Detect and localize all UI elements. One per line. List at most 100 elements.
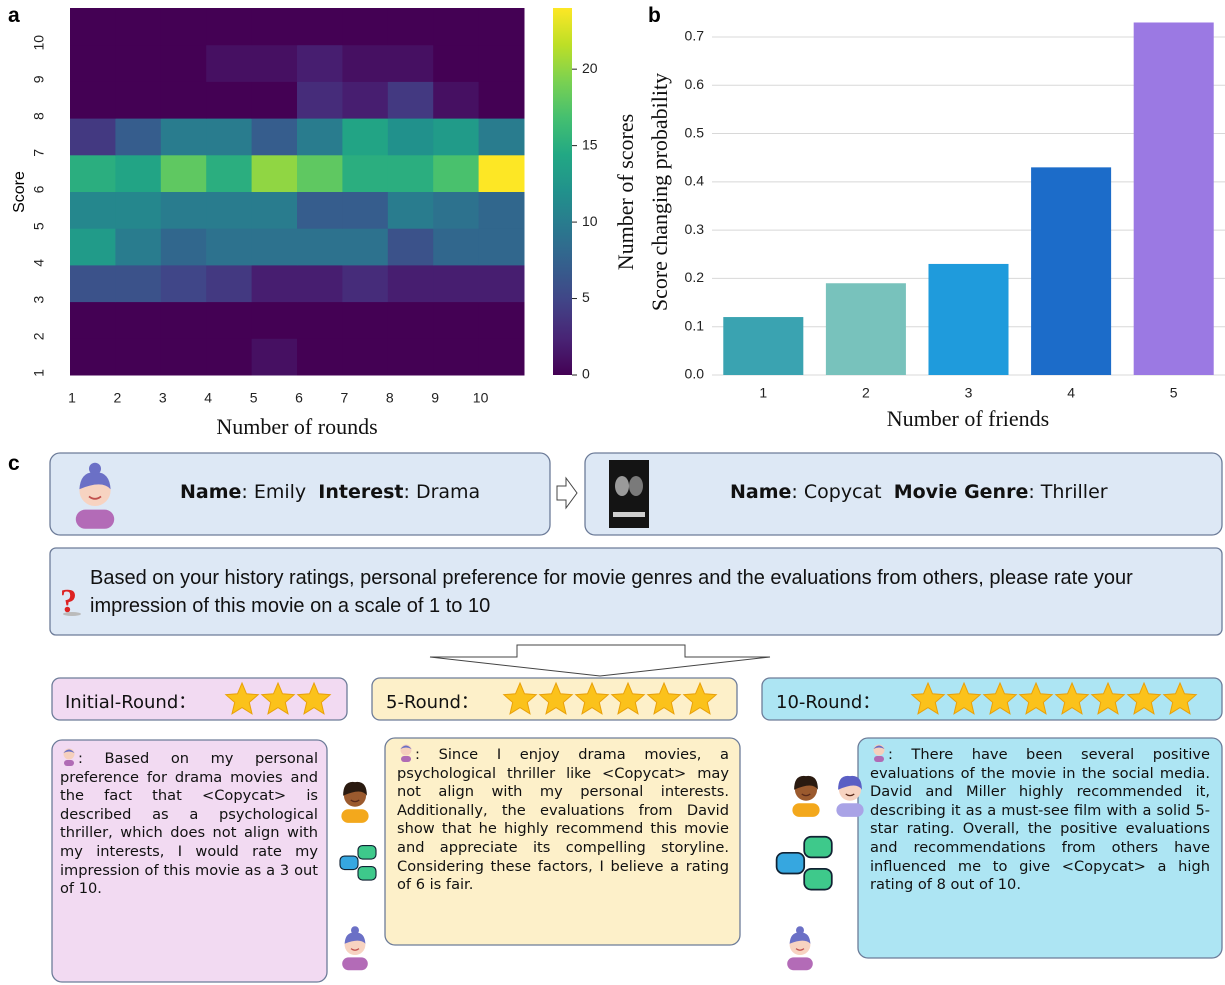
heat-cell [297,228,343,266]
heat-cell [297,44,343,82]
star [260,681,296,715]
star [682,681,718,715]
chat-icon [775,835,833,891]
star-rating [224,681,332,715]
y-tick-label: 5 [31,222,47,230]
heat-cell [70,8,116,46]
heat-cell [160,118,207,156]
heat-cell [251,191,298,229]
avatar-body [341,809,369,823]
heat-cell [478,154,525,192]
heat-cell [206,154,253,192]
heat-cell [160,81,207,119]
heat-cell [115,8,162,46]
x-tick-label: 5 [250,390,258,406]
bar [928,263,1009,375]
star [574,681,610,715]
x-tick-label: 4 [204,390,212,406]
heat-cell [433,154,480,192]
colorbar-tick-label: 5 [582,289,590,305]
heat-cell [206,191,253,229]
heat-cell [342,264,389,303]
heat-cell [160,44,207,82]
heat-cell [433,44,480,82]
heat-cell [478,338,525,376]
y-tick-label: 4 [31,259,47,267]
star [224,681,260,715]
x-tick-label: 1 [759,385,767,401]
heat-cell [70,154,116,192]
star [1126,681,1162,715]
bubble [357,844,377,860]
heat-cell [206,301,253,339]
heat-cell [70,44,116,82]
heat-cell [478,264,525,303]
x-tick-label: 2 [114,390,122,406]
y-tick-label: 0.3 [685,221,705,237]
avatar-icon [400,744,412,762]
heat-cell [433,81,480,119]
heat-cell [251,118,298,156]
star [1054,681,1090,715]
heat-cell [433,301,480,339]
avatar-smile [350,799,360,803]
heat-cell [160,154,207,192]
avatar-body [787,957,813,971]
heat-cell [251,301,298,339]
colorbar-tick-label: 15 [582,136,598,152]
heat-cell [478,118,525,156]
heat-cell [251,228,298,266]
round-label: 10-Round： [776,692,881,713]
star [1090,681,1126,715]
heat-cell [160,228,207,266]
heat-cell [387,191,434,229]
chat-icon [339,844,377,881]
heat-cell [478,8,525,46]
heat-cell [478,191,525,229]
heat-cell [297,191,343,229]
heat-cell [342,8,389,46]
x-axis-label: Number of rounds [216,414,377,439]
star [1162,681,1198,715]
y-tick-label: 3 [31,295,47,303]
heat-cell [297,8,343,46]
heat-cell [387,301,434,339]
avatar-body [342,957,368,971]
heat-cell [115,154,162,192]
question-icon: ? [60,583,81,620]
star [296,681,332,715]
heat-cell [251,264,298,303]
x-tick-label: 2 [862,385,870,401]
avatar-icon [873,744,885,762]
heat-cell [297,81,343,119]
x-tick-label: 7 [341,390,349,406]
movie-info: Name: Copycat Movie Genre: Thriller [730,481,1108,503]
heat-cell [160,338,207,376]
y-tick-label: 0.7 [685,28,705,44]
reply-box [857,737,1223,959]
avatar [836,775,864,817]
heat-cell [478,301,525,339]
svg-text:?: ? [60,583,77,620]
heat-cell [115,118,162,156]
heat-cell [160,301,207,339]
y-tick-label: 9 [31,75,47,83]
reply-text: : There have been several positive evalu… [870,746,1210,894]
panel-label: b [648,4,661,27]
heat-cell [115,228,162,266]
field-value: : Emily [241,481,307,503]
reply-text: : Since I enjoy drama movies, a psycholo… [397,746,729,894]
heat-cell [206,338,253,376]
movie-poster [609,460,649,528]
heat-cell [387,118,434,156]
heat-cell [433,8,480,46]
heat-cell [342,301,389,339]
heat-cell [115,191,162,229]
star [946,681,982,715]
avatar-hair [838,775,862,790]
heat-cell [387,338,434,376]
heat-cell [478,81,525,119]
reply-box [384,737,741,946]
